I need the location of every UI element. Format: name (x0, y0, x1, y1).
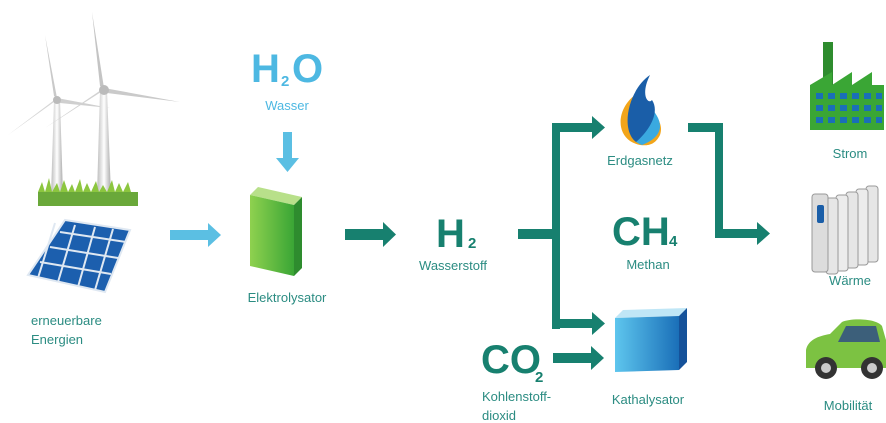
electrolyzer-label: Elektrolysator (248, 290, 327, 305)
arrows-dark (345, 116, 770, 370)
use-label: Mobilität (824, 398, 873, 413)
co2-formula: CO (481, 338, 541, 382)
hydrogen-label: Wasserstoff (419, 258, 487, 273)
hydrogen-formula: H (436, 212, 465, 256)
car-icon (806, 319, 886, 379)
catalyst-box (615, 308, 687, 372)
methane-label: Methan (626, 257, 669, 272)
co2-label: dioxid (482, 408, 516, 423)
water-formula: O (292, 47, 323, 91)
factory-icon (810, 42, 884, 130)
use-label: Strom (833, 146, 868, 161)
arrows-light (170, 132, 299, 247)
methane-formula: CH (612, 210, 670, 254)
water-formula: H (251, 47, 280, 91)
co2-formula-sub: 2 (535, 369, 543, 386)
hydrogen-formula-sub: 2 (468, 235, 476, 252)
solar-panel (26, 218, 132, 294)
flame-icon (620, 75, 661, 146)
wind-turbines (8, 12, 180, 195)
grass (38, 178, 138, 206)
catalyst-label: Kathalysator (612, 392, 685, 407)
electrolyzer-box (250, 187, 302, 276)
water-formula-sub: 2 (281, 73, 289, 90)
water-label: Wasser (265, 98, 309, 113)
gas-grid-label: Erdgasnetz (607, 153, 673, 168)
co2-label: Kohlenstoff- (482, 389, 551, 404)
sources-label: Energien (31, 332, 83, 347)
methane-formula-sub: 4 (669, 233, 678, 250)
sources-label: erneuerbare (31, 313, 102, 328)
use-label: Wärme (829, 273, 871, 288)
radiator-icon (811, 185, 879, 275)
